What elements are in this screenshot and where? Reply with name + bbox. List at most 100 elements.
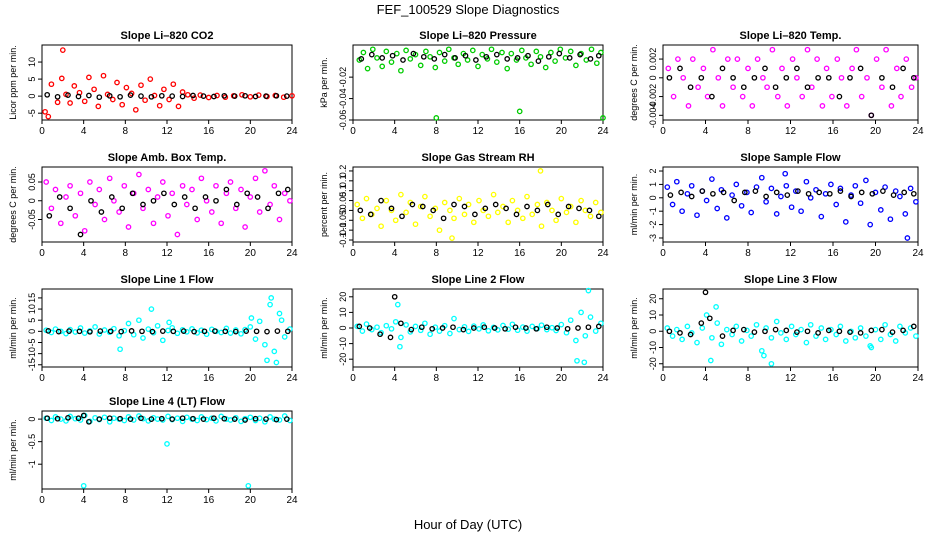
data-point (271, 182, 278, 189)
data-point (165, 327, 171, 334)
data-point (393, 50, 400, 57)
data-point (92, 201, 98, 208)
data-point (427, 53, 433, 60)
mean-point (451, 201, 457, 208)
data-point (853, 46, 860, 53)
y-axis-label: percent per min. (319, 172, 329, 237)
mean-point (751, 329, 758, 335)
mean-point (430, 207, 437, 214)
y-tick-label: 0 (338, 208, 348, 213)
data-point (758, 174, 765, 181)
mean-point (399, 213, 405, 220)
x-tick-label: 8 (434, 126, 440, 137)
data-point (145, 186, 152, 193)
mean-point (275, 190, 282, 197)
data-point (287, 197, 293, 204)
data-point (537, 53, 544, 60)
data-point (858, 93, 865, 100)
data-point (887, 216, 894, 223)
data-point (798, 208, 804, 215)
x-tick-label: 16 (203, 126, 215, 137)
x-tick-label: 16 (827, 248, 839, 259)
x-tick-label: 20 (245, 126, 257, 137)
mean-point (794, 329, 800, 335)
mean-point (171, 201, 178, 208)
data-point (833, 201, 840, 208)
mean-point (200, 93, 207, 99)
data-point (264, 357, 270, 364)
data-point (744, 327, 750, 334)
mean-point (391, 293, 398, 300)
panel-1: Slope Li–820 CO2 0 4 8 12 16 20 24 -5 0 5 10 Licor p… (8, 30, 298, 137)
mean-point (730, 74, 736, 81)
data-point (252, 175, 259, 182)
mean-point (698, 320, 705, 326)
data-point (383, 322, 390, 329)
mean-point (400, 57, 406, 63)
y-tick-label: 0 (27, 94, 37, 99)
mean-point (273, 92, 280, 99)
mean-point (368, 51, 375, 58)
data-point (694, 339, 700, 346)
y-tick-label: 5 (27, 318, 37, 323)
mean-point (179, 415, 186, 422)
mean-point (533, 325, 540, 332)
data-point (567, 48, 574, 55)
data-point (148, 306, 155, 312)
data-point (592, 199, 599, 206)
data-point (719, 103, 726, 109)
data-point (694, 212, 700, 219)
data-point (549, 324, 555, 331)
data-point (898, 93, 904, 100)
mean-point (534, 207, 541, 214)
mean-point (513, 211, 520, 218)
data-point (138, 82, 144, 89)
y-tick-label: 0 (27, 329, 37, 334)
data-point (769, 46, 776, 53)
x-tick-label: 12 (472, 248, 484, 259)
mean-point (470, 325, 477, 331)
series-means (357, 197, 602, 222)
x-tick-label: 0 (39, 495, 45, 506)
data-point (423, 48, 429, 55)
data-point (95, 103, 102, 110)
series-means (666, 65, 917, 119)
mean-point (857, 330, 864, 336)
data-point (863, 333, 869, 339)
y-tick-label: 0 (27, 417, 37, 422)
data-point (724, 56, 731, 62)
mean-point (138, 415, 144, 422)
mean-point (565, 203, 572, 210)
data-point (280, 94, 287, 101)
data-point (238, 186, 244, 193)
data-point (897, 323, 903, 330)
plot-frame (41, 166, 293, 243)
data-point (150, 220, 157, 227)
mean-point (265, 205, 271, 212)
data-point (461, 211, 468, 218)
data-point (154, 194, 161, 200)
mean-point (366, 325, 373, 331)
panel-title: Slope Line 4 (LT) Flow (109, 396, 225, 408)
y-tick-label: 0 (338, 325, 348, 330)
data-point (499, 49, 505, 56)
data-point (760, 74, 766, 81)
plot-frame (41, 44, 293, 121)
data-point (665, 65, 672, 72)
data-point (822, 336, 829, 343)
data-point (81, 227, 88, 234)
data-point (493, 59, 500, 65)
data-point (432, 64, 439, 71)
x-tick-label: 16 (203, 373, 215, 384)
data-point (87, 179, 93, 185)
data-point (159, 179, 166, 185)
data-point (504, 65, 511, 72)
data-point (374, 55, 380, 61)
mean-point (283, 93, 290, 99)
x-tick-label: 20 (870, 373, 882, 384)
data-point (558, 321, 565, 328)
mean-point (180, 328, 187, 334)
mean-point (158, 415, 165, 422)
mean-point (150, 197, 157, 204)
data-point (116, 209, 122, 215)
